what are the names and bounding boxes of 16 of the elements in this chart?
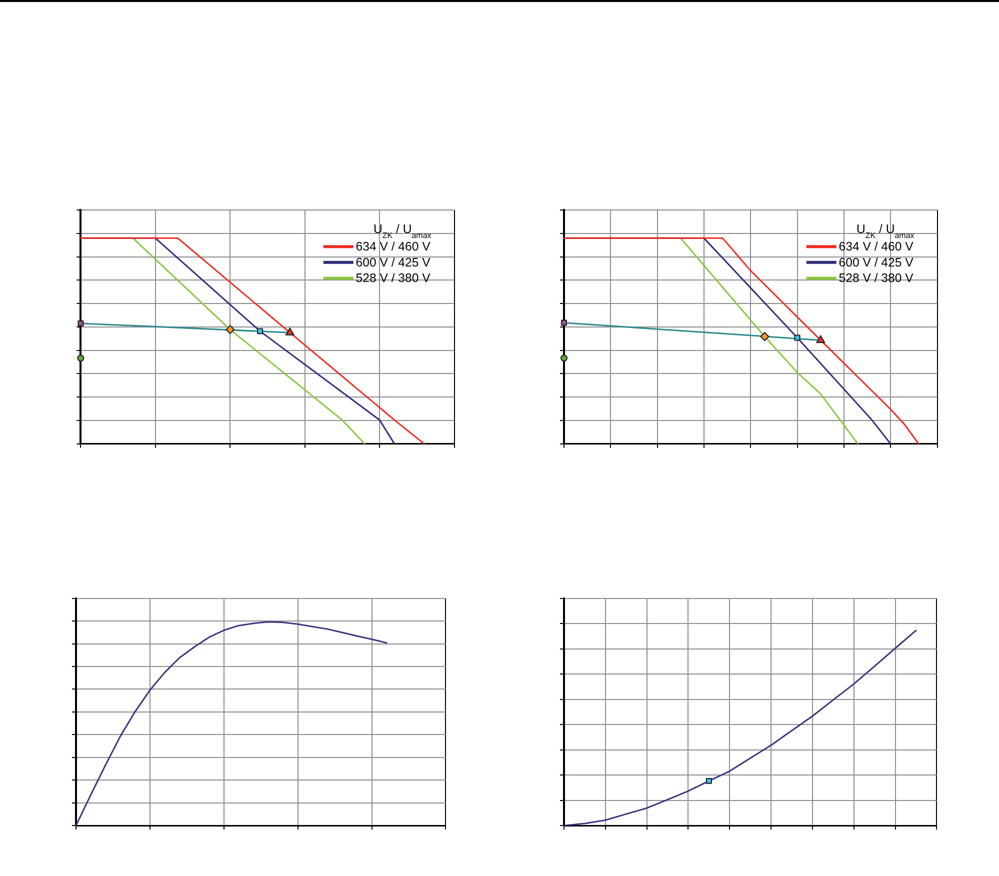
point [78,320,84,326]
legend-label: 634 V / 460 V [356,240,432,254]
point [760,332,770,342]
legend-label: 600 V / 425 V [356,255,432,270]
point [77,354,84,362]
point [286,328,294,336]
point [226,325,235,334]
point [816,335,826,343]
legend-label: 634 V / 460 V [838,240,914,254]
point [560,354,568,362]
legend-label: 528 V / 380 V [838,271,914,286]
point [257,328,264,334]
point [794,334,800,341]
point [561,320,567,326]
legend-label: 528 V / 380 V [356,271,432,286]
legend-label: 600 V / 425 V [838,255,914,270]
